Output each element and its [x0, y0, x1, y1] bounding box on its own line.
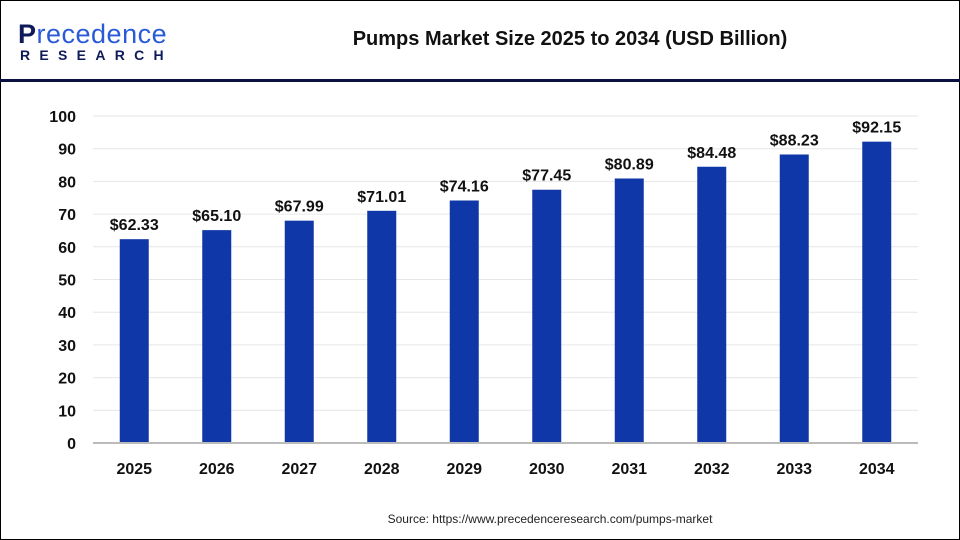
data-label: $62.33 — [110, 217, 159, 234]
y-tick-label: 60 — [58, 240, 76, 257]
y-tick-label: 30 — [58, 338, 76, 355]
data-label: $77.45 — [522, 168, 571, 185]
x-tick-label: 2032 — [694, 461, 730, 478]
y-tick-label: 50 — [58, 273, 76, 290]
bar — [449, 200, 479, 443]
x-tick-label: 2025 — [116, 461, 152, 478]
x-tick-label: 2026 — [199, 461, 235, 478]
bar — [202, 230, 232, 443]
y-tick-label: 70 — [58, 207, 76, 224]
bar — [697, 166, 727, 443]
x-tick-label: 2034 — [859, 461, 895, 478]
y-tick-label: 90 — [58, 142, 76, 159]
data-label: $88.23 — [770, 132, 819, 149]
header-divider — [0, 79, 960, 82]
y-tick-label: 80 — [58, 174, 76, 191]
y-tick-label: 20 — [58, 371, 76, 388]
logo-subtext: RESEARCH — [20, 47, 173, 63]
data-label: $67.99 — [275, 199, 324, 216]
bar — [284, 220, 314, 443]
x-tick-label: 2033 — [776, 461, 812, 478]
data-label: $80.89 — [605, 156, 654, 173]
chart-title: Pumps Market Size 2025 to 2034 (USD Bill… — [352, 28, 788, 50]
data-label: $65.10 — [192, 208, 241, 225]
x-tick-label: 2030 — [529, 461, 565, 478]
bar — [532, 189, 562, 443]
x-tick-label: 2027 — [281, 461, 317, 478]
data-label: $74.16 — [440, 178, 489, 195]
data-label: $84.48 — [687, 145, 736, 162]
data-label: $71.01 — [357, 189, 406, 206]
x-tick-label: 2028 — [364, 461, 400, 478]
x-tick-label: 2029 — [446, 461, 482, 478]
bar — [367, 210, 397, 443]
source-text: Source: https://www.precedenceresearch.c… — [387, 512, 713, 526]
bar — [614, 178, 644, 444]
logo: Precedence RESEARCH — [18, 20, 173, 62]
y-tick-label: 40 — [58, 305, 76, 322]
y-tick-label: 10 — [58, 403, 76, 420]
bar — [862, 141, 892, 443]
data-label: $92.15 — [852, 120, 901, 137]
bar — [119, 239, 149, 443]
y-tick-label: 100 — [49, 109, 76, 126]
y-tick-label: 0 — [67, 436, 76, 453]
logo-wordmark: Precedence — [18, 19, 168, 49]
bar — [779, 154, 809, 443]
x-tick-label: 2031 — [611, 461, 647, 478]
